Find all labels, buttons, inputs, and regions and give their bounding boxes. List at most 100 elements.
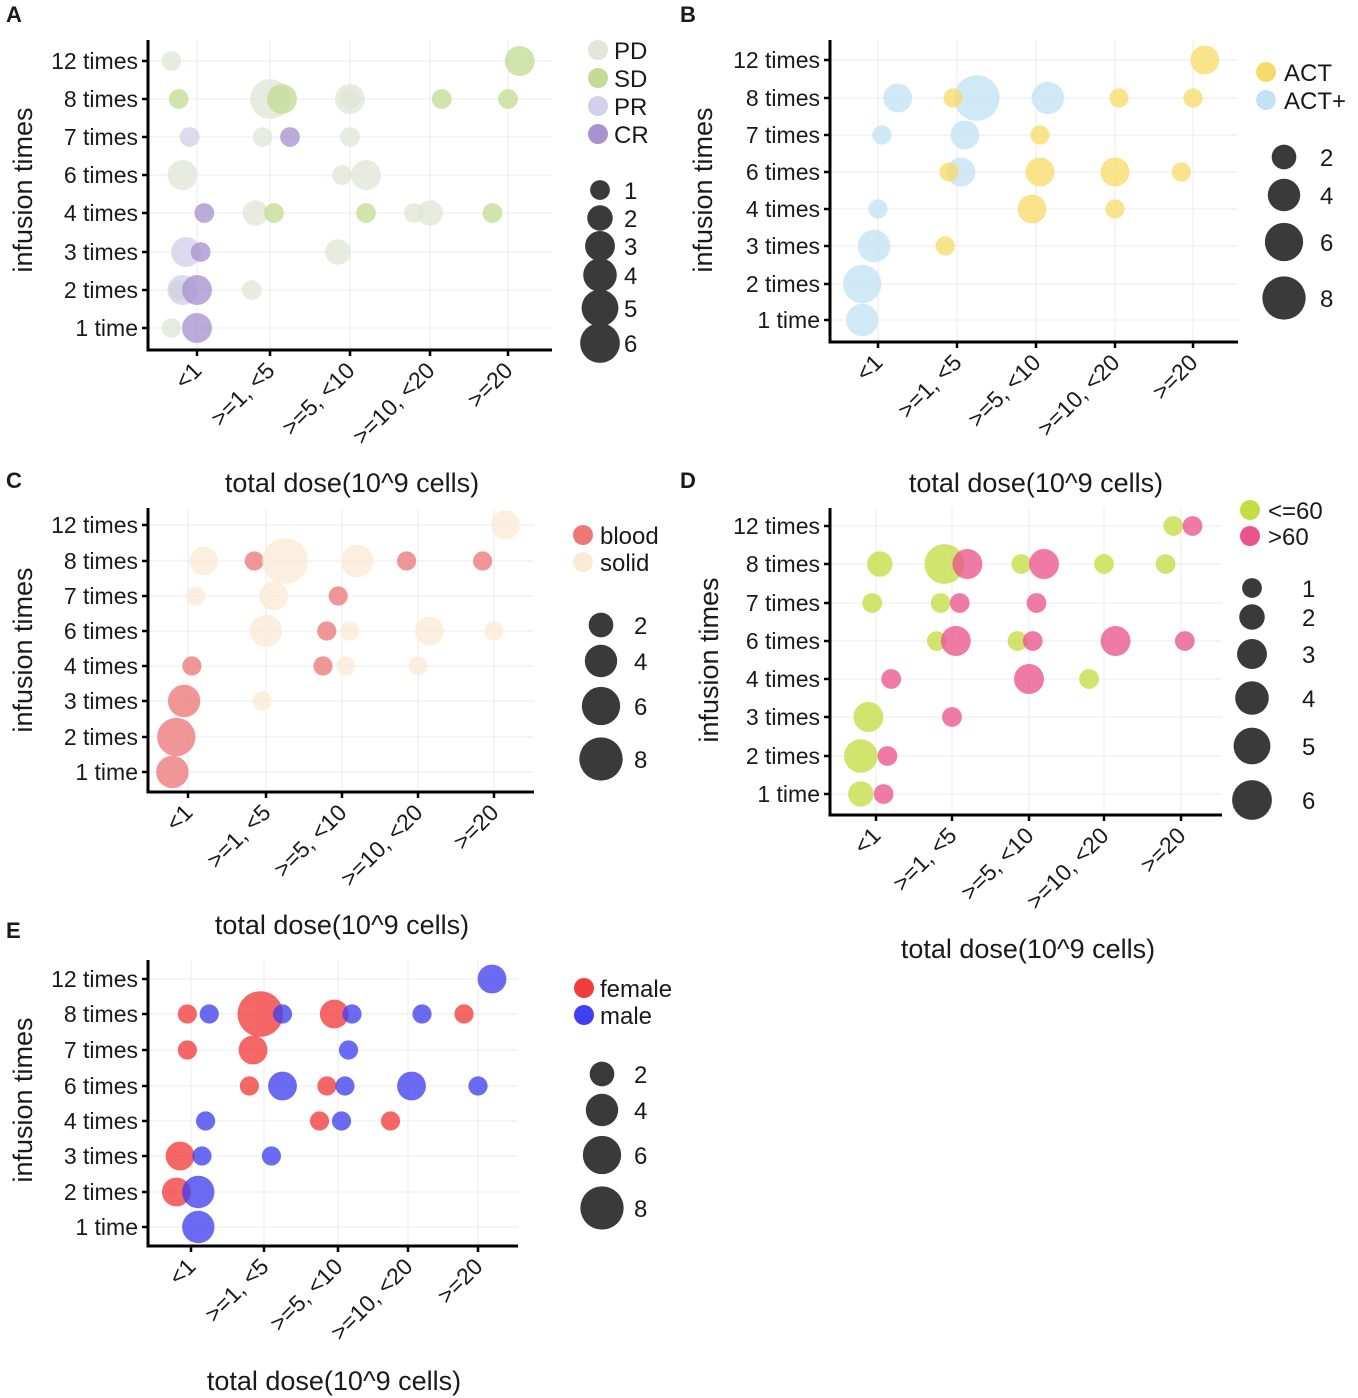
point-solid: [414, 616, 444, 646]
point-pd: [252, 127, 273, 147]
legend-color-swatch: [1256, 90, 1276, 110]
point-male: [199, 1004, 219, 1024]
point-blood: [244, 551, 264, 571]
legend-size-label: 6: [1320, 230, 1333, 257]
point--60: [867, 551, 893, 577]
axis-line: [146, 508, 534, 794]
y-tick-label: 4 times: [746, 196, 820, 222]
point-act: [1171, 162, 1191, 182]
point-blood: [397, 551, 417, 571]
legend-size-circle: [582, 1135, 622, 1175]
x-tick-label: >=20: [432, 1253, 487, 1308]
point--60: [1022, 631, 1043, 651]
point-female: [309, 1111, 330, 1131]
point-act-: [950, 120, 980, 150]
point--60: [873, 784, 894, 804]
panel-d: D 1 time 2 times 3 times 4 times 6 times 7 tim…: [680, 468, 1323, 964]
point-male: [342, 1004, 362, 1024]
point-female: [238, 1035, 268, 1065]
point-solid: [336, 656, 356, 676]
point-pd: [241, 280, 262, 300]
point-blood: [473, 551, 493, 571]
legend-size-label: 2: [1302, 605, 1315, 632]
point-act-: [857, 229, 891, 263]
point--60: [949, 593, 970, 613]
x-tick-label: >=5, <10: [276, 357, 359, 440]
x-axis-title: total dose(10^9 cells): [207, 1366, 461, 1396]
y-axis-title: infusion times: [694, 577, 724, 742]
y-tick-label: 6 times: [746, 628, 820, 654]
point--60: [862, 593, 883, 613]
point--60: [848, 781, 874, 807]
legend-color-swatch: [574, 1005, 594, 1025]
point-male: [182, 1210, 215, 1244]
point-sd: [431, 89, 452, 109]
legend-size-label: 5: [1302, 734, 1315, 761]
y-tick-label: 7 times: [746, 590, 820, 616]
legend-size-circle: [581, 289, 619, 327]
point-male: [182, 1175, 215, 1209]
x-tick-label: >=1, <5: [202, 799, 276, 873]
point-pd: [417, 200, 443, 226]
legend-label: CR: [614, 122, 649, 149]
point-pd: [332, 165, 352, 185]
legend-color-swatch: [1240, 526, 1260, 546]
point--60: [881, 669, 902, 689]
point-pd: [161, 51, 182, 71]
point-female: [319, 999, 349, 1029]
point-female: [177, 1040, 197, 1060]
point-female: [161, 1177, 191, 1207]
y-tick-label: 2 times: [746, 271, 820, 297]
y-tick-label: 3 times: [746, 233, 820, 259]
point--60: [924, 544, 965, 584]
axis-line: [146, 40, 552, 352]
point-act: [939, 162, 959, 182]
panel-letter: D: [680, 468, 696, 493]
point-female: [237, 991, 284, 1037]
x-tick-label: >=20: [1135, 822, 1190, 877]
point-cr: [280, 127, 300, 147]
legend-color-swatch: [588, 68, 608, 88]
point-pr: [171, 237, 202, 267]
point--60: [844, 739, 878, 773]
legend-size-label: 3: [1302, 642, 1315, 669]
y-tick-label: 3 times: [64, 1143, 138, 1169]
panel-a: A 1 time 2 times 3 times 4 times 6 times 7 tim…: [6, 2, 649, 498]
point-solid: [262, 538, 308, 584]
point-act: [1183, 88, 1203, 108]
legend-size-circle: [583, 258, 617, 292]
point-act: [1100, 157, 1130, 187]
point-pr: [179, 127, 200, 147]
legend-size-circle: [1267, 178, 1301, 212]
y-tick-label: 4 times: [64, 200, 138, 226]
point-blood: [167, 684, 201, 718]
point-blood: [313, 656, 333, 676]
point-sd: [504, 46, 535, 76]
point-cr: [182, 313, 212, 343]
x-tick-label: <1: [170, 357, 207, 394]
y-tick-label: 8 times: [64, 86, 138, 112]
x-tick-label: <1: [849, 822, 886, 859]
point-act-: [953, 75, 1000, 121]
legend-size-label: 2: [634, 613, 647, 640]
panel-b: B 1 time 2 times 3 times 4 times 6 times 7 tim…: [680, 2, 1346, 498]
point-solid: [408, 656, 428, 676]
point-solid: [189, 546, 219, 576]
legend-size-label: 4: [1320, 183, 1333, 210]
legend-size-circle: [1235, 681, 1269, 715]
y-axis-title: infusion times: [8, 107, 38, 272]
y-tick-label: 7 times: [64, 124, 138, 150]
legend-label: <=60: [1268, 498, 1323, 525]
legend-label: female: [600, 976, 672, 1003]
legend-size-label: 6: [634, 1143, 647, 1170]
point--60: [1100, 626, 1131, 656]
x-axis-title: total dose(10^9 cells): [225, 468, 479, 498]
point--60: [1182, 516, 1203, 536]
point--60: [877, 746, 898, 766]
y-tick-label: 6 times: [64, 618, 138, 644]
point-cr: [190, 242, 211, 262]
point-female: [177, 1004, 197, 1024]
panel-letter: C: [6, 468, 22, 493]
legend-color-swatch: [588, 124, 608, 144]
